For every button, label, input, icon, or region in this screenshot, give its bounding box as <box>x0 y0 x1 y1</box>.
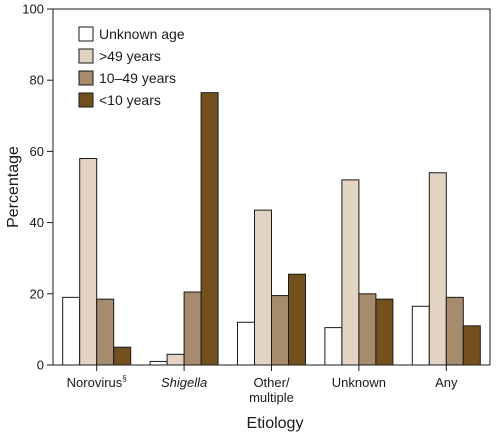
y-tick-label: 40 <box>30 215 44 230</box>
x-tick-label: Any <box>435 375 458 390</box>
bars-layer <box>62 92 481 366</box>
x-axis: Norovirus§ Shigella Other/multiple Unknown A… <box>67 365 458 405</box>
x-tick-label: Other/ <box>253 375 290 390</box>
bar <box>462 325 481 366</box>
bar <box>113 346 132 366</box>
y-tick-label: 0 <box>37 358 44 373</box>
y-axis-title: Percentage <box>5 146 22 228</box>
legend-label: >49 years <box>99 48 161 64</box>
x-tick-label: Unknown <box>332 375 386 390</box>
y-axis: 0 20 40 60 80 100 <box>22 2 53 373</box>
bar <box>288 273 306 366</box>
bar <box>183 291 202 366</box>
x-tick-label: Shigella <box>161 375 207 390</box>
y-tick-label: 80 <box>30 73 44 88</box>
bar <box>149 360 168 366</box>
x-axis-title: Etiology <box>247 415 304 432</box>
legend-swatch <box>78 70 94 86</box>
bar <box>271 295 289 366</box>
x-tick-label: Norovirus§ <box>67 374 127 390</box>
bar <box>445 296 464 366</box>
bar <box>324 327 343 366</box>
legend-label: <10 years <box>99 92 161 108</box>
legend-label: Unknown age <box>99 26 185 42</box>
legend-label: 10–49 years <box>99 70 176 86</box>
bar <box>358 293 377 366</box>
bar <box>237 321 255 366</box>
legend-swatch <box>78 26 94 42</box>
bar <box>428 172 447 366</box>
legend-swatch <box>78 48 94 64</box>
x-tick-superscript: § <box>122 374 126 383</box>
bar <box>96 298 115 366</box>
bar <box>166 353 185 366</box>
bar <box>62 296 81 366</box>
y-tick-label: 100 <box>22 2 44 17</box>
bar <box>411 305 430 366</box>
bar <box>375 298 394 366</box>
x-tick-label: multiple <box>249 390 294 405</box>
legend-swatch <box>78 92 94 108</box>
bar <box>341 179 360 366</box>
y-tick-label: 60 <box>30 144 44 159</box>
bar <box>254 209 272 366</box>
legend: Unknown age >49 years 10–49 years <10 years <box>78 26 185 108</box>
y-tick-label: 20 <box>30 286 44 301</box>
bar <box>79 158 98 366</box>
bar <box>200 92 219 366</box>
